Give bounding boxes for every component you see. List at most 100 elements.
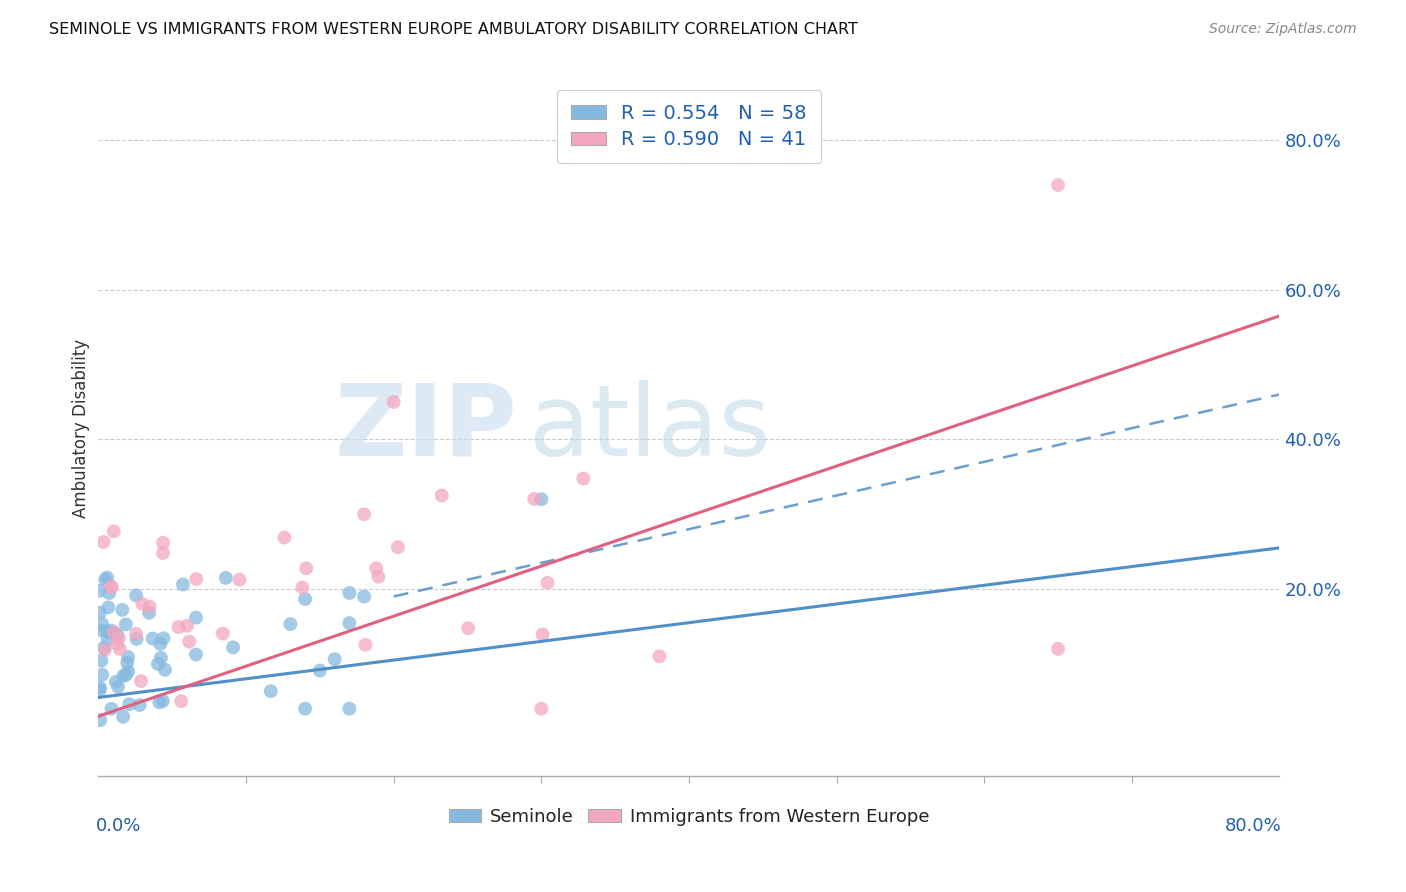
- Point: [176, 619, 198, 633]
- Point: [89, 713, 111, 727]
- Text: 80.0%: 80.0%: [1225, 817, 1282, 835]
- Point: [530, 492, 553, 507]
- Point: [367, 570, 389, 584]
- Point: [131, 597, 153, 611]
- Point: [215, 571, 238, 585]
- Point: [97, 600, 120, 615]
- Point: [531, 627, 554, 641]
- Point: [295, 561, 318, 575]
- Point: [89, 583, 111, 598]
- Point: [339, 702, 361, 716]
- Point: [152, 632, 174, 646]
- Legend: Seminole, Immigrants from Western Europe: Seminole, Immigrants from Western Europe: [441, 801, 936, 833]
- Point: [184, 610, 207, 624]
- Point: [105, 627, 128, 641]
- Point: [260, 684, 283, 698]
- Point: [129, 674, 152, 689]
- Point: [125, 632, 148, 646]
- Point: [152, 694, 174, 708]
- Point: [294, 702, 316, 716]
- Point: [148, 695, 170, 709]
- Point: [91, 617, 114, 632]
- Point: [152, 535, 174, 549]
- Point: [382, 395, 405, 409]
- Point: [153, 663, 176, 677]
- Point: [98, 586, 121, 600]
- Point: [100, 580, 122, 594]
- Point: [1046, 641, 1070, 656]
- Point: [104, 674, 127, 689]
- Point: [387, 540, 409, 554]
- Point: [339, 586, 361, 600]
- Point: [186, 572, 208, 586]
- Point: [457, 621, 479, 635]
- Point: [128, 698, 150, 712]
- Point: [105, 637, 128, 651]
- Point: [103, 625, 125, 640]
- Point: [117, 650, 139, 665]
- Text: atlas: atlas: [530, 380, 770, 476]
- Point: [91, 624, 114, 638]
- Point: [179, 634, 201, 648]
- Point: [1046, 178, 1070, 192]
- Point: [138, 599, 160, 614]
- Point: [111, 603, 134, 617]
- Point: [228, 573, 250, 587]
- Point: [100, 580, 122, 594]
- Point: [115, 668, 138, 682]
- Point: [222, 640, 245, 655]
- Point: [184, 648, 207, 662]
- Point: [170, 694, 193, 708]
- Point: [112, 710, 135, 724]
- Point: [149, 651, 172, 665]
- Point: [96, 571, 118, 585]
- Point: [97, 632, 120, 647]
- Point: [366, 561, 388, 575]
- Point: [430, 489, 453, 503]
- Point: [648, 649, 671, 664]
- Point: [117, 656, 139, 670]
- Point: [280, 617, 302, 632]
- Point: [89, 682, 111, 697]
- Point: [125, 627, 148, 641]
- Point: [91, 667, 114, 681]
- Point: [273, 531, 295, 545]
- Point: [117, 665, 139, 679]
- Point: [94, 643, 117, 657]
- Point: [107, 680, 129, 694]
- Point: [339, 616, 361, 631]
- Point: [142, 632, 165, 646]
- Point: [172, 577, 194, 591]
- Point: [523, 491, 546, 506]
- Point: [152, 546, 174, 560]
- Point: [100, 624, 122, 638]
- Point: [89, 681, 111, 695]
- Point: [530, 702, 553, 716]
- Point: [94, 573, 117, 587]
- Text: ZIP: ZIP: [335, 380, 517, 476]
- Point: [323, 652, 346, 666]
- Point: [149, 637, 172, 651]
- Point: [90, 654, 112, 668]
- Point: [572, 472, 595, 486]
- Point: [353, 507, 375, 521]
- Text: 0.0%: 0.0%: [96, 817, 142, 835]
- Point: [167, 620, 190, 634]
- Point: [309, 664, 332, 678]
- Point: [353, 590, 375, 604]
- Point: [291, 581, 314, 595]
- Point: [89, 606, 111, 620]
- Point: [93, 640, 115, 655]
- Point: [146, 657, 169, 671]
- Point: [112, 669, 135, 683]
- Point: [125, 589, 148, 603]
- Point: [108, 631, 131, 645]
- Point: [96, 624, 118, 639]
- Text: Source: ZipAtlas.com: Source: ZipAtlas.com: [1209, 22, 1357, 37]
- Point: [93, 535, 115, 549]
- Point: [211, 626, 233, 640]
- Point: [103, 524, 125, 539]
- Point: [108, 641, 131, 656]
- Point: [138, 606, 160, 620]
- Point: [294, 592, 316, 607]
